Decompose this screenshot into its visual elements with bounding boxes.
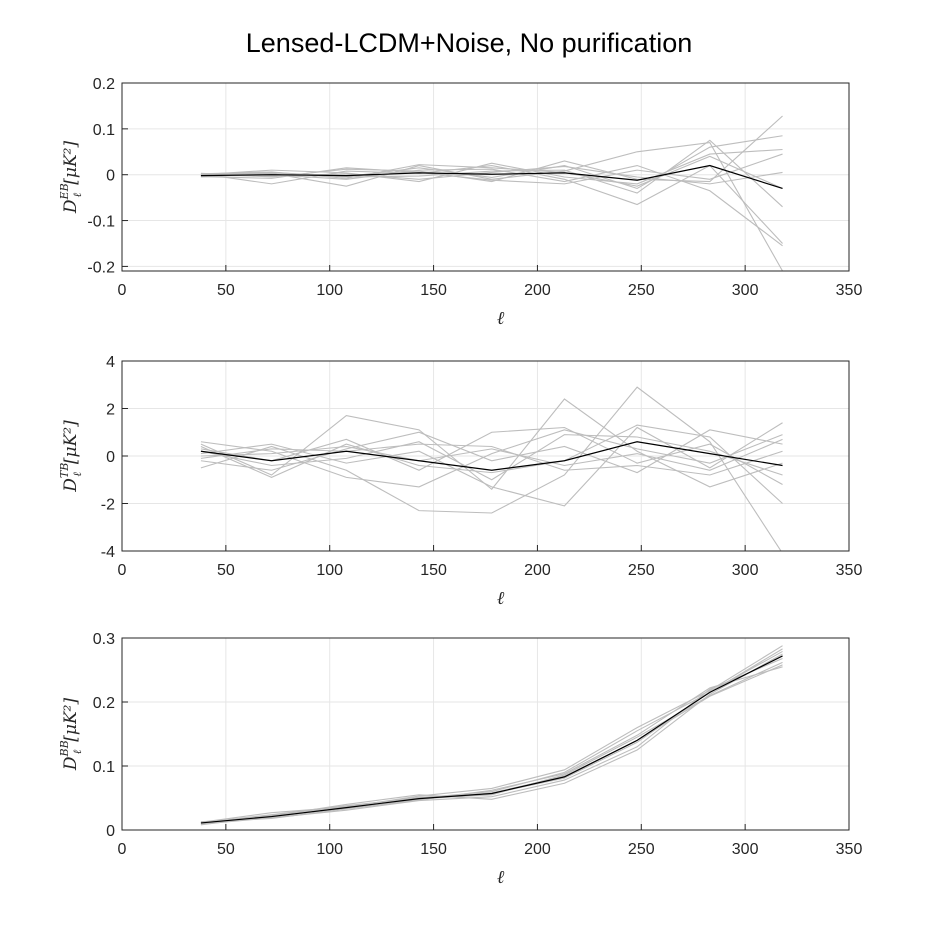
- tb-realization-line-2: [200, 426, 783, 485]
- bb-xtick-label: 200: [524, 841, 551, 858]
- eb-mean-line: [200, 164, 783, 190]
- bb-axes-box: [121, 637, 850, 831]
- tb-xtick-label: 100: [316, 562, 343, 579]
- tb-xtick-label: 50: [217, 562, 235, 579]
- eb-ytick-label: -0.2: [87, 259, 115, 276]
- eb-ylabel: DEBℓ[μK²]: [58, 141, 84, 215]
- eb-xtick-label: 350: [836, 282, 863, 299]
- tb-xtick-label: 250: [628, 562, 655, 579]
- bb-xtick-label: 0: [118, 841, 127, 858]
- eb-xtick-label: 0: [118, 282, 127, 299]
- tb-spectrum-panel: 0 50 100 150 200 250 300 350 -4 -2 0 2 4 ℓ DTBℓ[μK²]: [58, 354, 862, 609]
- tb-realization-line-7: [200, 443, 783, 476]
- eb-ytick-label: 0.1: [93, 122, 115, 139]
- tb-ylabel: DTBℓ[μK²]: [58, 420, 84, 493]
- tb-realization-line-1: [200, 386, 782, 551]
- bb-xtick-label: 150: [420, 841, 447, 858]
- bb-ylabel: DBBℓ[μK²]: [58, 698, 84, 772]
- tb-ytick-label: 0: [106, 449, 115, 466]
- tb-mean-line: [200, 441, 783, 471]
- tb-ytick-label: -2: [101, 497, 115, 514]
- tb-xtick-label: 300: [732, 562, 759, 579]
- eb-xtick-label: 50: [217, 282, 235, 299]
- eb-xtick-label: 200: [524, 282, 551, 299]
- figure-title: Lensed-LCDM+Noise, No purification: [246, 28, 692, 58]
- eb-ytick-label: -0.1: [87, 214, 115, 231]
- bb-ytick-label: 0.2: [93, 695, 115, 712]
- tb-xtick-label: 150: [420, 562, 447, 579]
- eb-realization-line-3: [200, 148, 783, 185]
- tb-xlabel: ℓ: [497, 588, 505, 609]
- bb-xtick-label: 300: [732, 841, 759, 858]
- tb-xtick-label: 350: [836, 562, 863, 579]
- bb-ytick-label: 0.3: [93, 631, 115, 648]
- bb-mean-line: [200, 655, 783, 824]
- tb-ytick-label: 4: [106, 354, 115, 371]
- eb-spectrum-panel: 0 50 100 150 200 250 300 350 -0.2 -0.1 0 0.1 0.2 ℓ DEB…: [58, 76, 862, 329]
- bb-realization-line-2: [200, 645, 783, 823]
- tb-realization-line-3: [200, 422, 783, 507]
- tb-ytick-label: -4: [101, 544, 115, 561]
- bb-xlabel: ℓ: [497, 867, 505, 888]
- eb-xtick-label: 100: [316, 282, 343, 299]
- eb-realization-line-1: [200, 164, 783, 244]
- eb-realization-line-8: [200, 155, 783, 189]
- tb-realization-line-8: [200, 434, 783, 481]
- tb-realization-line-5: [200, 429, 783, 488]
- eb-ytick-label: 0: [106, 168, 115, 185]
- tb-xtick-label: 0: [118, 562, 127, 579]
- eb-xtick-label: 150: [420, 282, 447, 299]
- bb-realization-line-5: [200, 666, 783, 823]
- eb-xtick-label: 300: [732, 282, 759, 299]
- bb-xtick-label: 50: [217, 841, 235, 858]
- tb-ytick-label: 2: [106, 402, 115, 419]
- tb-realization-line-6: [200, 424, 783, 504]
- tb-xtick-label: 200: [524, 562, 551, 579]
- eb-axes-box: [121, 82, 850, 272]
- bb-xtick-label: 100: [316, 841, 343, 858]
- eb-realization-line-2: [200, 142, 784, 271]
- tb-realization-line-0: [200, 398, 783, 491]
- eb-ytick-label: 0.2: [93, 76, 115, 93]
- bb-xtick-label: 350: [836, 841, 863, 858]
- eb-xlabel: ℓ: [497, 308, 505, 329]
- bb-ytick-label: 0.1: [93, 759, 115, 776]
- eb-realization-line-5: [200, 164, 783, 247]
- bb-spectrum-panel: 0 50 100 150 200 250 300 350 0 0.1 0.2 0.3 ℓ DBBℓ[μK²…: [58, 631, 862, 888]
- bb-ytick-label: 0: [106, 823, 115, 840]
- bb-xtick-label: 250: [628, 841, 655, 858]
- eb-xtick-label: 250: [628, 282, 655, 299]
- tb-realization-line-9: [200, 438, 783, 471]
